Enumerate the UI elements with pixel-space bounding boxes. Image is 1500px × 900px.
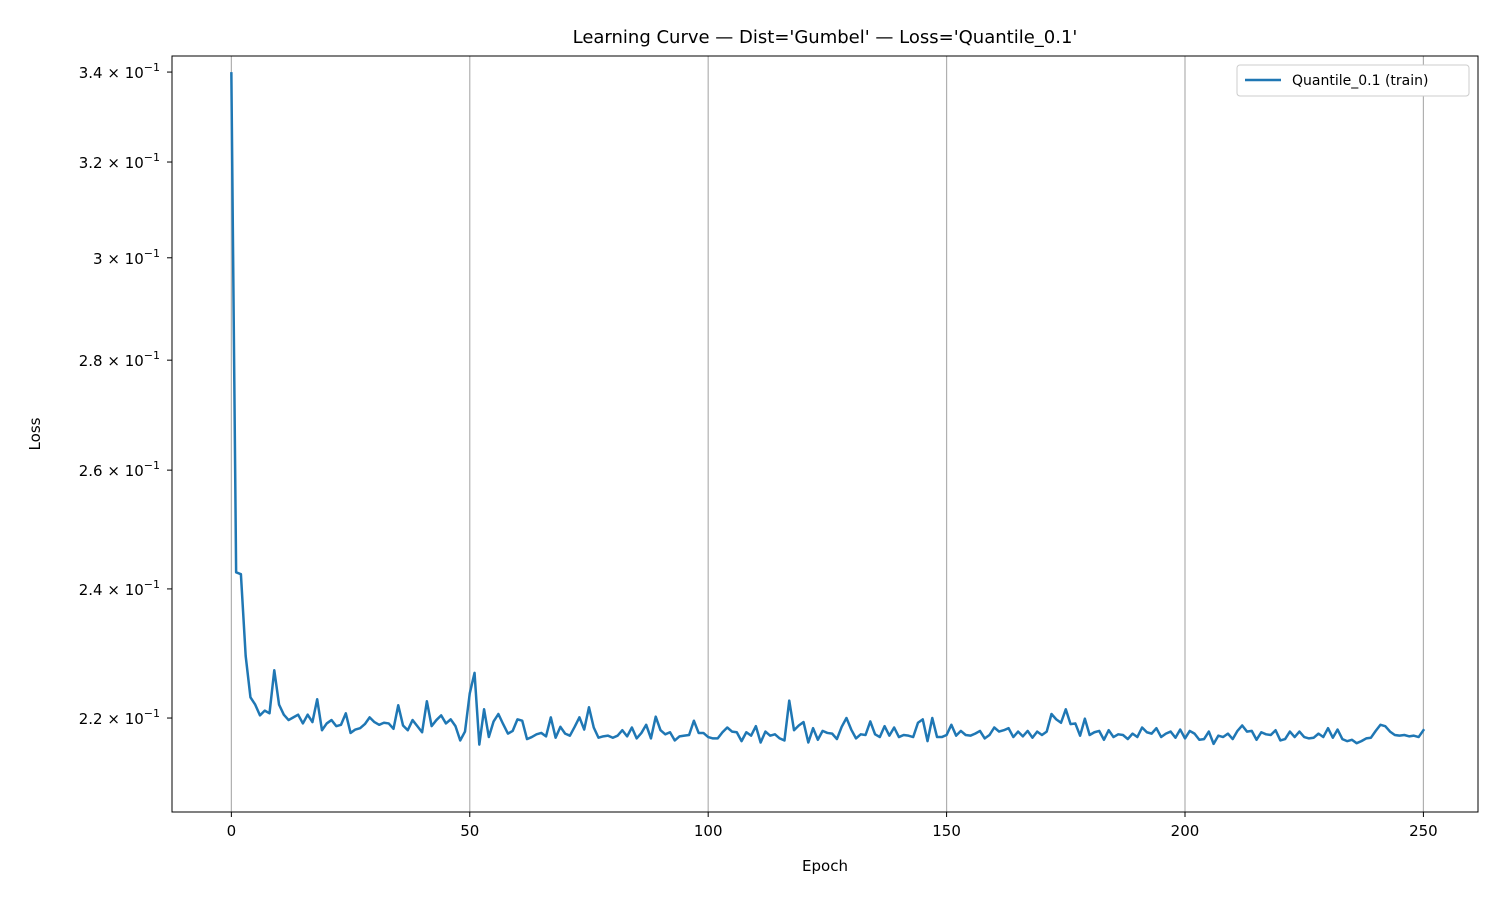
y-tick-label: 3.4 × 10−1	[79, 61, 160, 82]
y-tick-label: 3 × 10−1	[93, 247, 160, 268]
plot-area-frame	[171, 55, 1479, 813]
series-layer	[230, 72, 1426, 746]
legend-box	[1236, 64, 1470, 97]
y-tick-label: 2.4 × 10−1	[79, 578, 160, 599]
y-tick-label: 2.8 × 10−1	[79, 349, 160, 370]
y-tick-label: 3.2 × 10−1	[79, 151, 160, 172]
y-axis: 2.2 × 10−1 2.4 × 10−1 2.6 × 10−1 2.8 × 10−1…	[79, 61, 172, 728]
x-axis: 0 50 100 150 200 250	[227, 812, 1438, 840]
x-tick-label: 200	[1171, 822, 1200, 840]
y-tick-label: 2.2 × 10−1	[79, 707, 160, 728]
x-tick-label: 0	[227, 822, 237, 840]
y-tick-label: 2.6 × 10−1	[79, 459, 160, 480]
x-axis-label: Epoch	[802, 857, 848, 875]
grid-lines	[230, 56, 1425, 812]
chart-title: Learning Curve — Dist='Gumbel' — Loss='Q…	[573, 27, 1078, 48]
legend-series-label: Quantile_0.1 (train)	[1292, 73, 1428, 89]
series-line	[230, 72, 1426, 746]
legend: Quantile_0.1 (train)	[1236, 64, 1470, 97]
x-tick-label: 100	[694, 822, 723, 840]
x-tick-label: 150	[932, 822, 961, 840]
x-tick-label: 250	[1409, 822, 1438, 840]
x-tick-label: 50	[460, 822, 479, 840]
y-axis-label: Loss	[26, 417, 44, 450]
